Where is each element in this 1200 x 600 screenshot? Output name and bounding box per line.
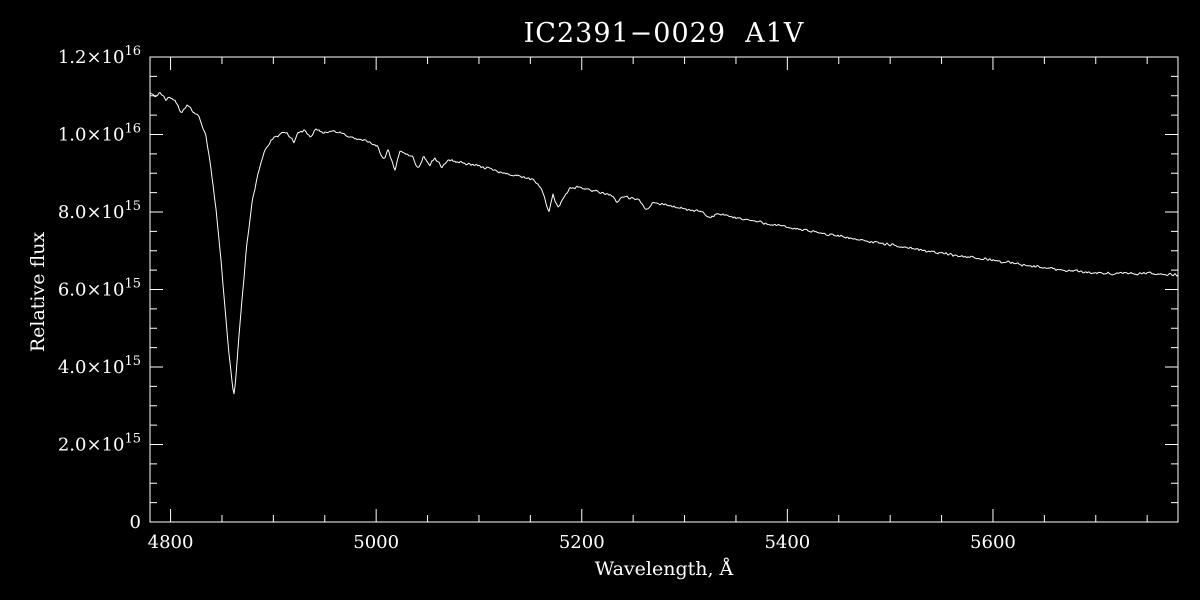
y-tick-label: 2.0×1015: [58, 432, 141, 456]
tick-labels: 4800 5000 5200 5400 5600 0 2.0×1015 4.0×1015 6.0…: [58, 44, 1016, 553]
spectrum-line: [149, 91, 1179, 395]
x-axis-label: Wavelength, Å: [594, 558, 734, 580]
y-tick-label: 6.0×1015: [58, 277, 141, 301]
x-tick-label: 5400: [764, 532, 810, 553]
axis-ticks: [150, 56, 1178, 523]
chart-title: IC2391−0029 A1V: [523, 18, 805, 49]
x-tick-label: 5200: [559, 532, 605, 553]
y-tick-label: 0: [130, 512, 141, 533]
plot-frame: [149, 56, 1179, 523]
x-tick-label: 4800: [148, 532, 194, 553]
y-tick-label: 1.2×1016: [58, 44, 141, 68]
y-tick-label: 1.0×1016: [58, 122, 141, 146]
x-tick-label: 5000: [353, 532, 399, 553]
y-tick-label: 4.0×1015: [58, 354, 141, 378]
y-tick-label: 8.0×1015: [58, 199, 141, 223]
x-tick-label: 5600: [970, 532, 1016, 553]
